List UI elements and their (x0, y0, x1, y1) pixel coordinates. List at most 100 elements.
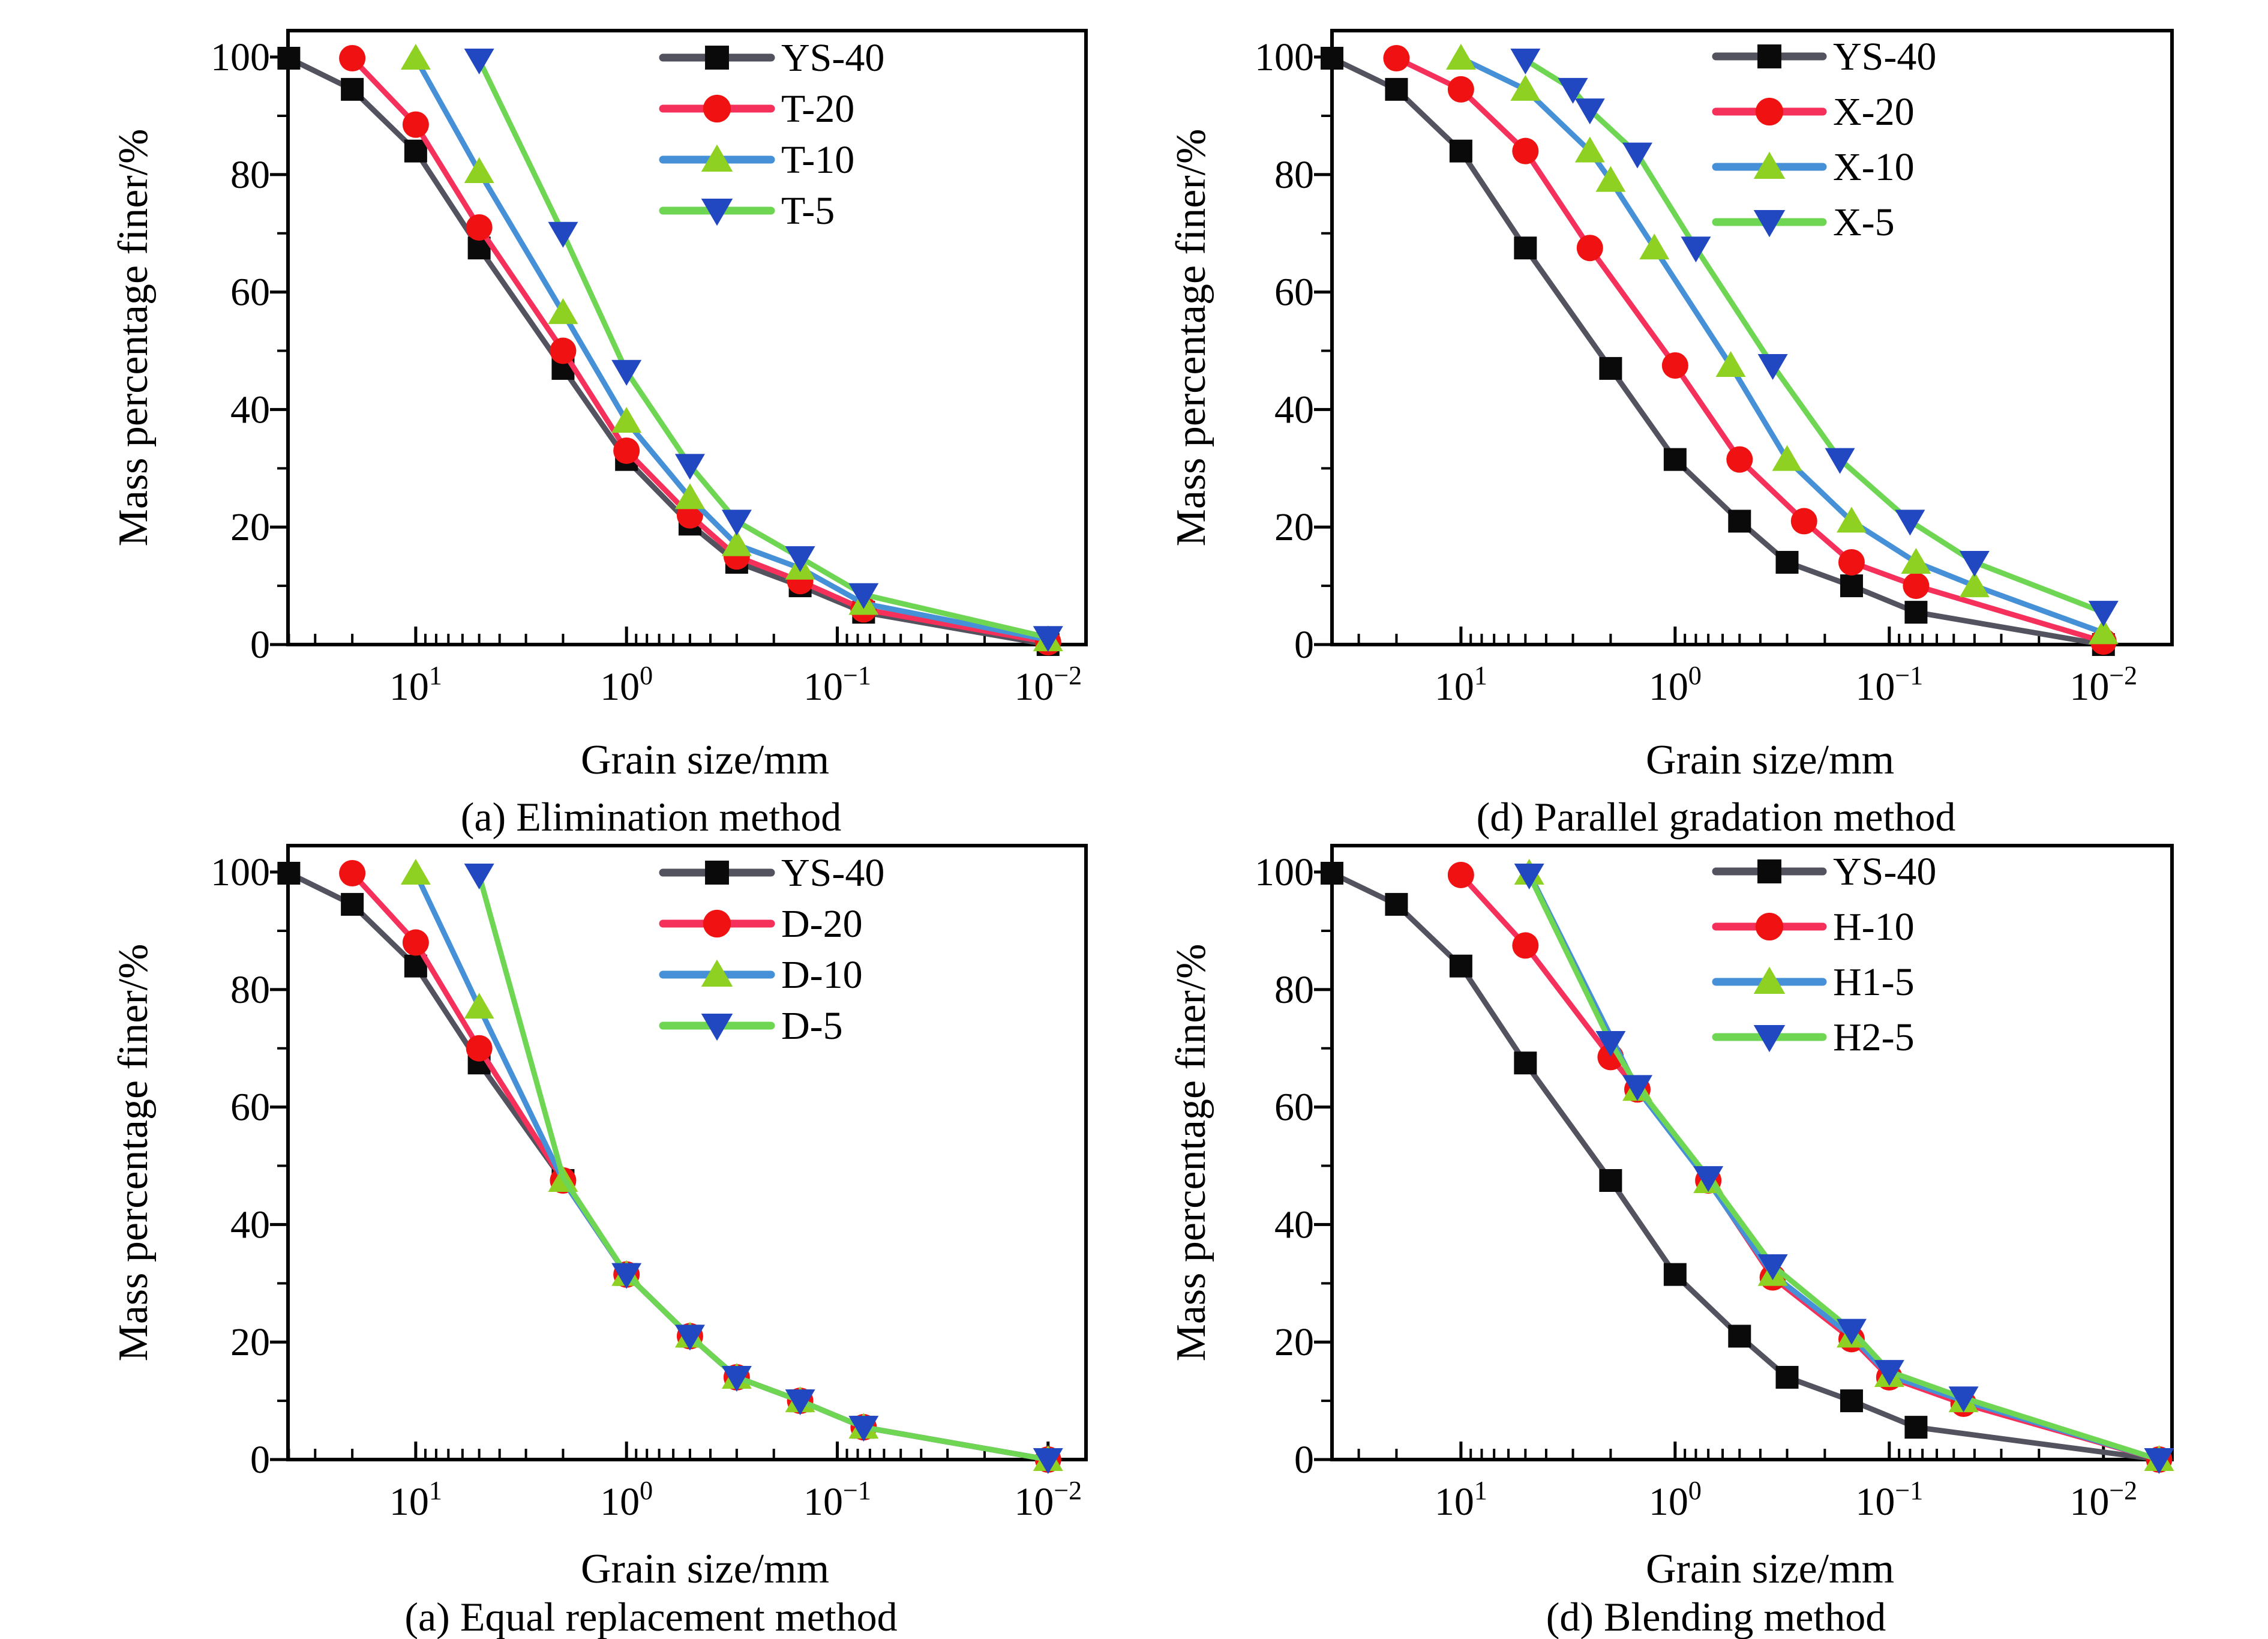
triangle-up-marker (1772, 445, 1802, 471)
x-tick-label: 10−1 (803, 1476, 871, 1524)
triangle-up-marker (1595, 166, 1626, 192)
circle-marker (1447, 76, 1474, 103)
circle-marker (613, 437, 640, 464)
y-tick-label: 100 (1255, 35, 1314, 79)
series-markers-X-5 (1510, 48, 2119, 627)
triangle-down-marker (2144, 1448, 2174, 1474)
triangle-down-marker (1825, 448, 1855, 474)
triangle-up-marker (1836, 507, 1867, 533)
circle-marker (1383, 45, 1410, 72)
x-tick-label: 100 (1649, 661, 1702, 709)
series-line-H-10 (1458, 872, 2162, 1463)
circle-marker (1512, 137, 1539, 164)
circle-marker (1661, 352, 1688, 379)
triangle-down-marker (1693, 1166, 1724, 1192)
legend-label: T-10 (781, 138, 854, 182)
y-tick-label: 80 (1274, 968, 1314, 1012)
y-tick-label: 40 (230, 388, 270, 432)
triangle-up-marker (1753, 966, 1786, 994)
circle-marker (1838, 549, 1865, 576)
y-axis-title: Mass percentage finer/% (110, 944, 157, 1362)
legend-label: D-20 (781, 902, 863, 946)
series-markers-T-20 (339, 45, 1061, 656)
panel-caption: (d) Blending method (1546, 1594, 1886, 1639)
triangle-down-marker (1033, 1448, 1063, 1474)
y-tick-label: 20 (230, 505, 270, 549)
triangle-up-marker (1510, 74, 1541, 101)
legend-label: T-20 (781, 87, 854, 131)
triangle-down-marker (464, 48, 494, 74)
y-tick-label: 80 (1274, 153, 1314, 197)
triangle-up-marker (464, 157, 494, 183)
triangle-up-marker (1753, 151, 1786, 179)
panel-caption: (a) Elimination method (461, 794, 842, 840)
series-markers-D-5 (464, 863, 1063, 1474)
triangle-down-marker (1558, 77, 1588, 104)
square-marker (1904, 1416, 1928, 1439)
x-tick-label: 10−2 (1014, 1476, 1082, 1524)
x-axis-title: Grain size/mm (581, 737, 829, 783)
square-marker (1840, 1389, 1863, 1413)
y-tick-label: 80 (230, 153, 270, 197)
triangle-down-marker (1757, 1254, 1788, 1280)
circle-marker (1447, 861, 1474, 888)
square-marker (1320, 47, 1343, 70)
triangle-up-marker (701, 959, 733, 987)
circle-marker (1755, 912, 1784, 941)
chart-svg-2: 101 100 10−1 10−2 0 20 40 60 80 100 YS-40 D-20 D-10 D… (110, 844, 1088, 1639)
series-line-X-10 (1458, 55, 2107, 636)
legend-label: YS-40 (1833, 850, 1936, 894)
triangle-down-marker (701, 199, 733, 226)
x-tick-label: 10−1 (1855, 1476, 1923, 1524)
plot-frame (286, 844, 1088, 1461)
square-marker (1775, 1365, 1799, 1389)
y-tick-label: 40 (1274, 1203, 1314, 1247)
triangle-down-marker (701, 1014, 733, 1041)
circle-marker (402, 111, 429, 138)
square-marker (277, 47, 301, 70)
circle-marker (466, 1035, 493, 1062)
plot-frame (1330, 29, 2174, 646)
triangle-up-marker (674, 483, 705, 510)
y-tick-label: 60 (1274, 1086, 1314, 1129)
square-marker (705, 46, 729, 70)
series-markers-H1-5 (1514, 859, 2174, 1471)
series-line-T-20 (349, 55, 1051, 645)
square-marker (1320, 862, 1343, 885)
plot-frame (1330, 844, 2174, 1461)
circle-marker (550, 337, 577, 364)
series-markers-D-20 (339, 860, 1061, 1473)
series-markers-X-10 (1445, 44, 2119, 645)
legend-label: YS-40 (1833, 35, 1936, 79)
triangle-down-marker (785, 1389, 815, 1416)
legend-label: YS-40 (781, 851, 884, 895)
circle-marker (703, 94, 731, 123)
square-marker (1840, 574, 1863, 598)
y-tick-label: 60 (230, 271, 270, 314)
square-marker (1449, 139, 1472, 163)
panel-equal-replacement-method: 101 100 10−1 10−2 0 20 40 60 80 100 YS-40 D-20 D-10 D… (24, 825, 1158, 1639)
triangle-up-marker (721, 530, 752, 556)
square-marker (1728, 510, 1751, 533)
triangle-up-marker (1445, 44, 1476, 70)
y-axis-title: Mass percentage finer/% (1168, 944, 1214, 1362)
panel-caption: (a) Equal replacement method (404, 1594, 897, 1639)
x-tick-label: 100 (600, 661, 653, 709)
chart-svg-3: 101 100 10−1 10−2 0 20 40 60 80 100 YS-40 H-10 H1-5 H… (1168, 844, 2174, 1639)
circle-marker (1576, 235, 1603, 262)
triangle-up-marker (548, 298, 578, 324)
circle-marker (703, 909, 731, 938)
x-axis-title: Grain size/mm (581, 1546, 829, 1592)
y-tick-label: 0 (250, 1438, 270, 1482)
triangle-down-marker (1681, 236, 1711, 263)
square-marker (1904, 601, 1928, 624)
series-markers-H2-5 (1514, 863, 2174, 1474)
triangle-down-marker (611, 359, 642, 386)
triangle-down-marker (1753, 210, 1786, 238)
panel-parallel-gradation-method: 101 100 10−1 10−2 0 20 40 60 80 100 YS-40 X-20 X-10 X… (1158, 10, 2268, 840)
x-tick-label: 10−1 (1855, 661, 1923, 709)
square-marker (341, 77, 364, 101)
x-tick-label: 101 (389, 1476, 442, 1524)
y-tick-label: 20 (1274, 505, 1314, 549)
triangle-down-marker (1574, 98, 1605, 125)
